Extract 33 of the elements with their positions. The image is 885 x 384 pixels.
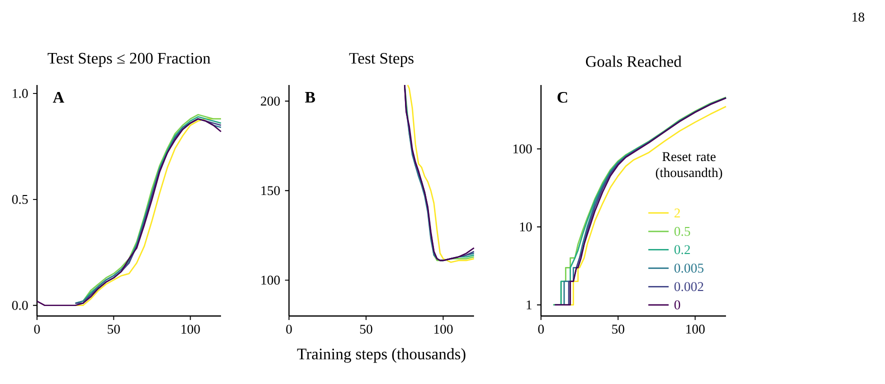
y-tick-label: 1.0 xyxy=(12,88,28,98)
x-tick-label: 0 xyxy=(538,324,544,334)
legend-label: 0.2 xyxy=(674,245,690,254)
y-tick-label: 0.0 xyxy=(12,300,28,310)
y-tick-label: 0.5 xyxy=(12,194,28,204)
x-axis-title: Training steps (thousands) xyxy=(297,348,466,363)
annotation: B xyxy=(305,92,316,103)
x-tick-label: 50 xyxy=(108,324,120,334)
x-tick-label: 100 xyxy=(434,324,453,334)
y-tick-label: 200 xyxy=(260,96,280,106)
annotation: C xyxy=(558,92,568,103)
annotation: A xyxy=(52,92,64,103)
x-tick-label: 0 xyxy=(34,324,40,334)
y-tick-label: 10 xyxy=(520,222,532,232)
x-tick-label: 0 xyxy=(286,324,292,334)
y-tick-label: 100 xyxy=(513,144,532,154)
x-tick-label: 100 xyxy=(182,324,200,334)
chart-title: Test Steps ≤ 200 Fraction xyxy=(48,52,210,67)
chart-title: Goals Reached xyxy=(586,56,682,67)
legend-label: 0 xyxy=(674,300,680,310)
chart-title: Test Steps xyxy=(349,52,414,67)
y-tick-label: 100 xyxy=(261,276,280,285)
text: 18 xyxy=(852,12,864,22)
y-tick-label: 150 xyxy=(261,186,280,196)
y-tick-label: 1 xyxy=(526,300,532,310)
x-tick-label: 50 xyxy=(360,324,372,334)
legend-label: 2 xyxy=(674,208,680,218)
x-tick-label: 100 xyxy=(686,324,705,334)
legend-label: 0.002 xyxy=(674,282,704,292)
legend-title: Reset rate (thousandth) xyxy=(656,152,722,180)
legend-label: 0.005 xyxy=(674,264,704,273)
x-tick-label: 50 xyxy=(612,324,624,334)
legend-label: 0.5 xyxy=(674,226,690,236)
